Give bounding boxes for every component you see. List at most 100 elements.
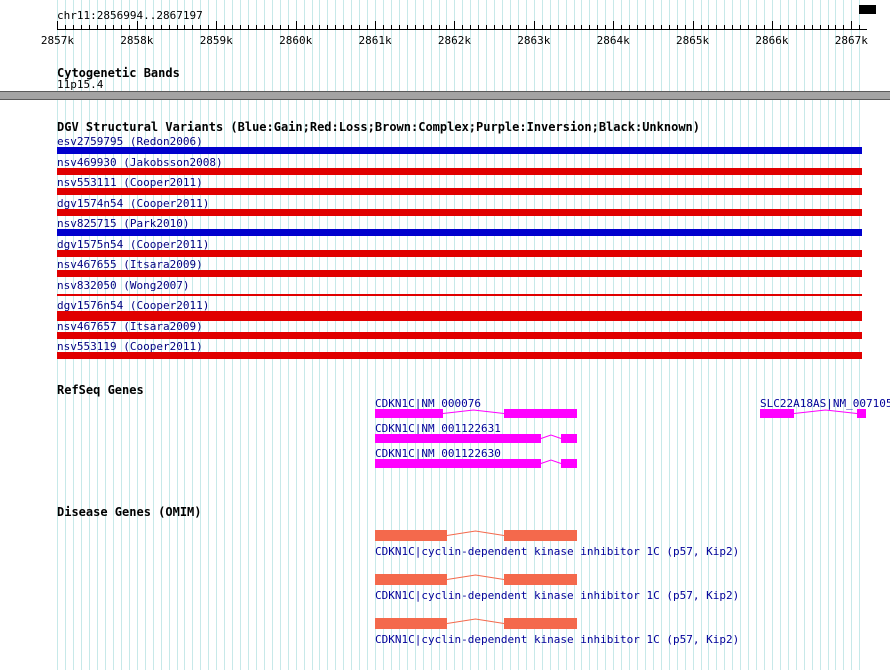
variant-label: dgv1575n54 (Cooper2011)	[57, 237, 210, 251]
variant-bar[interactable]	[57, 188, 862, 195]
exon-box[interactable]	[561, 459, 577, 468]
variant-label: nsv553111 (Cooper2011)	[57, 176, 203, 189]
variant-bar[interactable]	[57, 270, 862, 277]
exon-box[interactable]	[504, 574, 577, 585]
refseq-gene-structure[interactable]	[0, 434, 890, 445]
ruler-minor-tick	[621, 25, 623, 29]
exon-box[interactable]	[504, 618, 577, 629]
variant-bar[interactable]	[57, 331, 862, 339]
ruler-tick-label: 2864k	[596, 34, 630, 47]
ruler-minor-tick	[652, 25, 654, 29]
ruler-minor-tick	[351, 25, 353, 29]
refseq-gene-structure[interactable]	[0, 409, 890, 420]
ruler-minor-tick	[438, 25, 440, 29]
exon-box[interactable]	[375, 618, 447, 629]
ruler-minor-tick	[113, 25, 115, 29]
cytoband-bar[interactable]	[0, 91, 890, 100]
ruler-minor-tick	[494, 25, 496, 29]
variant-label: nsv825715 (Park2010)	[57, 217, 190, 230]
ruler-major-tick	[851, 21, 853, 29]
ruler-major-tick	[692, 21, 694, 29]
ruler-minor-tick	[509, 25, 511, 29]
ruler-tick-label: 2863k	[517, 34, 551, 47]
ruler-minor-tick	[359, 25, 361, 29]
exon-box[interactable]	[375, 434, 541, 443]
ruler-minor-tick	[819, 25, 821, 29]
ruler-tick-label: 2858k	[120, 34, 154, 47]
cytobands-title: Cytogenetic Bands	[57, 66, 180, 80]
ruler-major-tick	[454, 21, 456, 29]
variant-bar[interactable]	[57, 311, 862, 321]
variant-label: nsv469930 (Jakobsson2008)	[57, 155, 223, 169]
ruler-tick-label: 2866k	[755, 34, 789, 47]
ruler-minor-tick	[470, 25, 472, 29]
variant-bar[interactable]	[57, 229, 862, 236]
ruler-minor-tick	[700, 25, 702, 29]
ruler-minor-tick	[271, 25, 273, 29]
ruler-minor-tick	[756, 25, 758, 29]
exon-box[interactable]	[375, 574, 447, 585]
ruler-minor-tick	[89, 25, 91, 29]
exon-box[interactable]	[375, 409, 443, 418]
refseq-gene-structure[interactable]	[0, 459, 890, 470]
omim-gene-structure[interactable]	[0, 618, 890, 631]
exon-box[interactable]	[375, 459, 541, 468]
ruler-minor-tick	[263, 25, 265, 29]
ruler-minor-tick	[835, 25, 837, 29]
ruler-tick-label: 2857k	[40, 34, 75, 47]
ruler-minor-tick	[430, 25, 432, 29]
omim-gene-label: CDKN1C|cyclin-dependent kinase inhibitor…	[375, 589, 740, 602]
ruler-minor-tick	[160, 25, 162, 29]
ruler-major-tick	[533, 21, 535, 29]
exon-box[interactable]	[504, 409, 577, 418]
ruler-minor-tick	[208, 25, 210, 29]
variant-bar[interactable]	[57, 352, 862, 359]
ruler-minor-tick	[676, 25, 678, 29]
ruler-minor-tick	[414, 25, 416, 29]
ruler-minor-tick	[486, 25, 488, 29]
variant-bar[interactable]	[57, 208, 862, 216]
ruler-minor-tick	[795, 25, 797, 29]
ruler-minor-tick	[517, 25, 519, 29]
ruler-end-marker[interactable]	[859, 5, 876, 14]
variant-label: nsv553119 (Cooper2011)	[57, 340, 203, 353]
exon-box[interactable]	[857, 409, 866, 418]
exon-box[interactable]	[504, 530, 577, 541]
omim-gene-structure[interactable]	[0, 574, 890, 587]
ruler-tick-label: 2861k	[358, 34, 392, 47]
ruler-major-tick	[57, 21, 59, 29]
variant-bar[interactable]	[57, 167, 862, 175]
ruler-minor-tick	[708, 25, 710, 29]
ruler-minor-tick	[128, 25, 130, 29]
variant-bar[interactable]	[57, 147, 862, 154]
ruler-minor-tick	[382, 25, 384, 29]
intron-line	[446, 530, 505, 536]
ruler-minor-tick	[240, 25, 242, 29]
ruler-minor-tick	[446, 25, 448, 29]
refseq-gene-label: CDKN1C|NM_001122630	[375, 447, 501, 460]
ruler-minor-tick	[303, 25, 305, 29]
ruler-minor-tick	[716, 25, 718, 29]
ruler-minor-tick	[406, 25, 408, 29]
ruler-minor-tick	[629, 25, 631, 29]
variant-bar[interactable]	[57, 293, 862, 296]
exon-box[interactable]	[760, 409, 794, 418]
ruler-minor-tick	[152, 25, 154, 29]
refseq-title: RefSeq Genes	[57, 383, 144, 397]
exon-box[interactable]	[375, 530, 447, 541]
omim-gene-structure[interactable]	[0, 530, 890, 543]
variant-label: esv2759795 (Redon2006)	[57, 135, 203, 148]
ruler-minor-tick	[462, 25, 464, 29]
region-label: chr11:2856994..2867197	[57, 9, 203, 22]
variant-bar[interactable]	[57, 249, 862, 257]
ruler-minor-tick	[422, 25, 424, 29]
ruler-minor-tick	[319, 25, 321, 29]
exon-box[interactable]	[561, 434, 577, 443]
ruler-minor-tick	[787, 25, 789, 29]
refseq-gene-structure[interactable]	[0, 409, 890, 420]
ruler-major-tick	[216, 21, 218, 29]
ruler-minor-tick	[335, 25, 337, 29]
ruler-minor-tick	[724, 25, 726, 29]
ruler-minor-tick	[827, 25, 829, 29]
ruler-major-tick	[771, 21, 773, 29]
